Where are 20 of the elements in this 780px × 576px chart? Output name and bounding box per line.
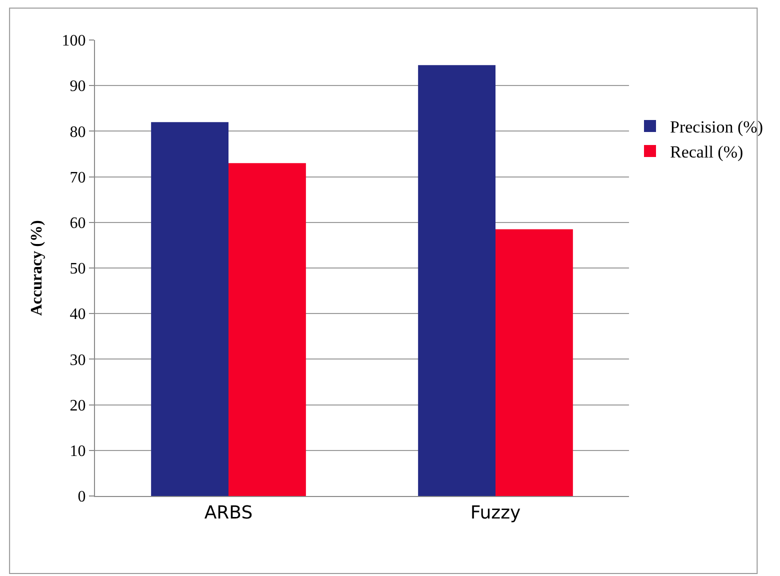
y-tick-label: 70 [70,169,86,186]
bar [418,65,496,496]
x-tick-label: Fuzzy [470,502,522,524]
y-tick-label: 50 [70,260,86,278]
y-tick-label: 100 [62,32,86,50]
y-tick-label: 90 [70,78,86,96]
y-tick-label: 20 [70,397,86,414]
y-tick-label: 60 [70,215,86,232]
legend-label: Precision (%) [670,118,764,137]
y-axis-title: Accuracy (%) [28,220,46,316]
bar [496,229,573,496]
y-tick-label: 40 [70,306,86,324]
y-tick-label: 30 [70,352,86,369]
y-tick-label: 80 [70,124,86,141]
y-tick-label: 0 [78,488,86,506]
bar [228,163,306,496]
x-tick-label: ARBS [204,502,253,524]
legend-label: Recall (%) [670,142,744,162]
y-tick-label: 10 [70,443,86,460]
bar [151,122,228,496]
